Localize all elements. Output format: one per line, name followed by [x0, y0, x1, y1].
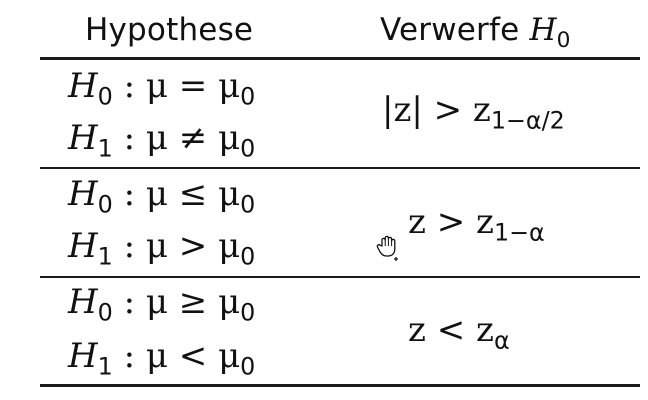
row2-h0-relation: : μ ≤ μ — [112, 174, 241, 214]
row2-h1-subscript: 1 — [97, 242, 113, 271]
row-divider-2 — [40, 276, 640, 278]
row2-h0-rsub: 0 — [240, 190, 256, 219]
row1-reject-subscript: 1−α/2 — [490, 106, 565, 135]
row3-h1-rsub: 0 — [240, 352, 256, 381]
header-h0-symbol: H — [529, 12, 557, 48]
row3-h0-relation: : μ ≥ μ — [112, 282, 241, 322]
row3-reject-subscript: α — [493, 326, 510, 355]
row2-reject-subscript: 1−α — [493, 218, 545, 247]
row3-h1: H1 : μ < μ0 — [68, 336, 255, 381]
row3-h0-rsub: 0 — [240, 298, 256, 327]
grab-hand-icon — [376, 232, 400, 262]
row2-h0-subscript: 0 — [97, 190, 113, 219]
row1-h0-relation: : μ = μ — [112, 66, 241, 106]
row1-h0-symbol: H — [68, 66, 98, 106]
row2-reject-text: z > z — [408, 202, 494, 242]
row1-h0-subscript: 0 — [97, 82, 113, 111]
row1-h1-relation: : μ ≠ μ — [112, 118, 241, 158]
row1-reject: |z| > z1−α/2 — [382, 90, 565, 135]
row2-h1: H1 : μ > μ0 — [68, 226, 255, 271]
row2-h1-relation: : μ > μ — [112, 226, 241, 266]
row3-h1-symbol: H — [68, 336, 98, 376]
row3-h0-symbol: H — [68, 282, 98, 322]
row2-h0: H0 : μ ≤ μ0 — [68, 174, 255, 219]
row1-h0-rsub: 0 — [240, 82, 256, 111]
row2-reject: z > z1−α — [408, 202, 545, 247]
row3-h1-relation: : μ < μ — [112, 336, 241, 376]
row1-h1: H1 : μ ≠ μ0 — [68, 118, 255, 163]
row2-h1-rsub: 0 — [240, 242, 256, 271]
header-h0-subscript: 0 — [556, 27, 571, 53]
row3-reject-text: z < z — [408, 310, 494, 350]
row1-h0: H0 : μ = μ0 — [68, 66, 255, 111]
row2-h0-symbol: H — [68, 174, 98, 214]
row3-h0-subscript: 0 — [97, 298, 113, 327]
row1-h1-rsub: 0 — [240, 134, 256, 163]
header-verwerfe-label: Verwerfe — [380, 12, 530, 48]
header-verwerfe: Verwerfe H0 — [380, 12, 571, 53]
row-divider-1 — [40, 167, 640, 169]
row3-h0: H0 : μ ≥ μ0 — [68, 282, 255, 327]
row1-h1-subscript: 1 — [97, 134, 113, 163]
row1-h1-symbol: H — [68, 118, 98, 158]
hypothesis-table: Hypothese Verwerfe H0 H0 : μ = μ0 H1 : μ… — [40, 0, 640, 400]
bottom-rule — [40, 384, 640, 387]
top-rule — [40, 57, 640, 60]
row1-reject-text: |z| > z — [382, 90, 491, 130]
row3-reject: z < zα — [408, 310, 510, 355]
row3-h1-subscript: 1 — [97, 352, 113, 381]
row2-h1-symbol: H — [68, 226, 98, 266]
header-hypothese: Hypothese — [85, 12, 254, 48]
